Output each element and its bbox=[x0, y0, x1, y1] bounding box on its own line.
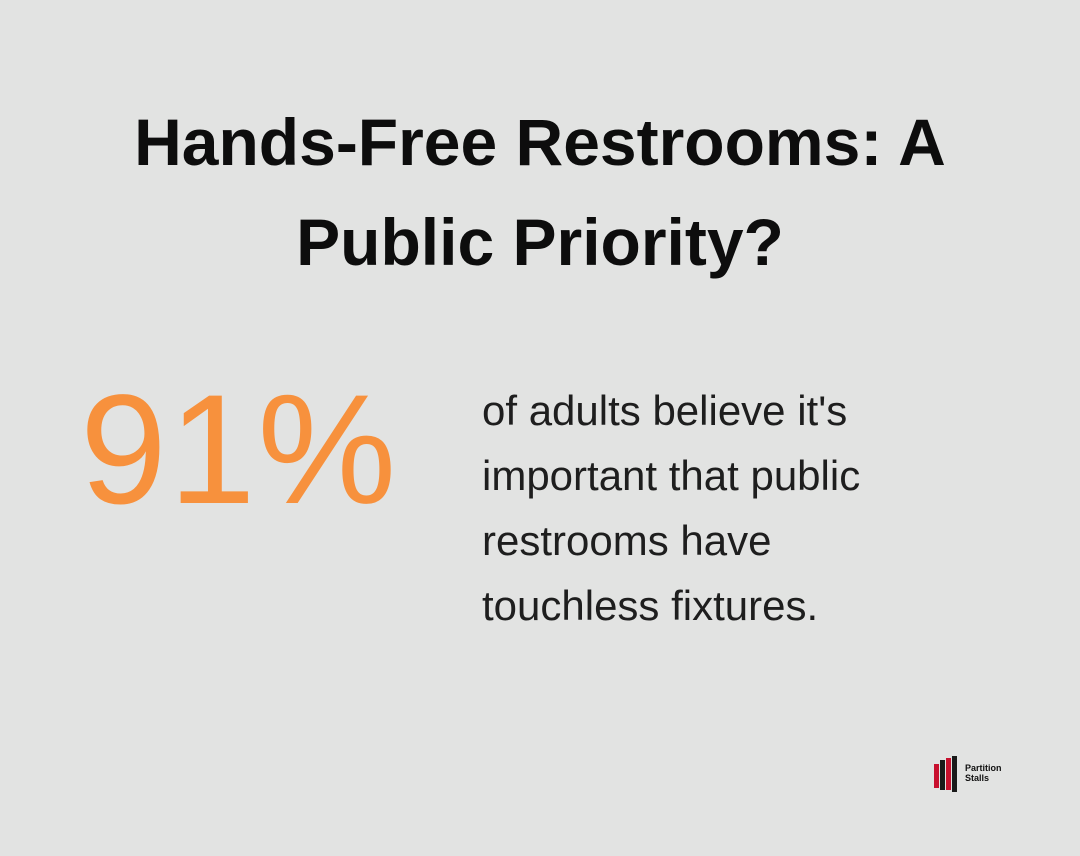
logo: Partition Stalls bbox=[934, 756, 1014, 792]
logo-text: Partition Stalls bbox=[965, 763, 1002, 783]
title: Hands-Free Restrooms: A Public Priority? bbox=[134, 105, 946, 279]
logo-line: Partition bbox=[965, 763, 1002, 773]
stat: 91% bbox=[80, 363, 399, 537]
logo-icon bbox=[934, 756, 957, 792]
logo-line: Stalls bbox=[965, 773, 990, 783]
description: of adults believe it's important that pu… bbox=[482, 387, 861, 629]
